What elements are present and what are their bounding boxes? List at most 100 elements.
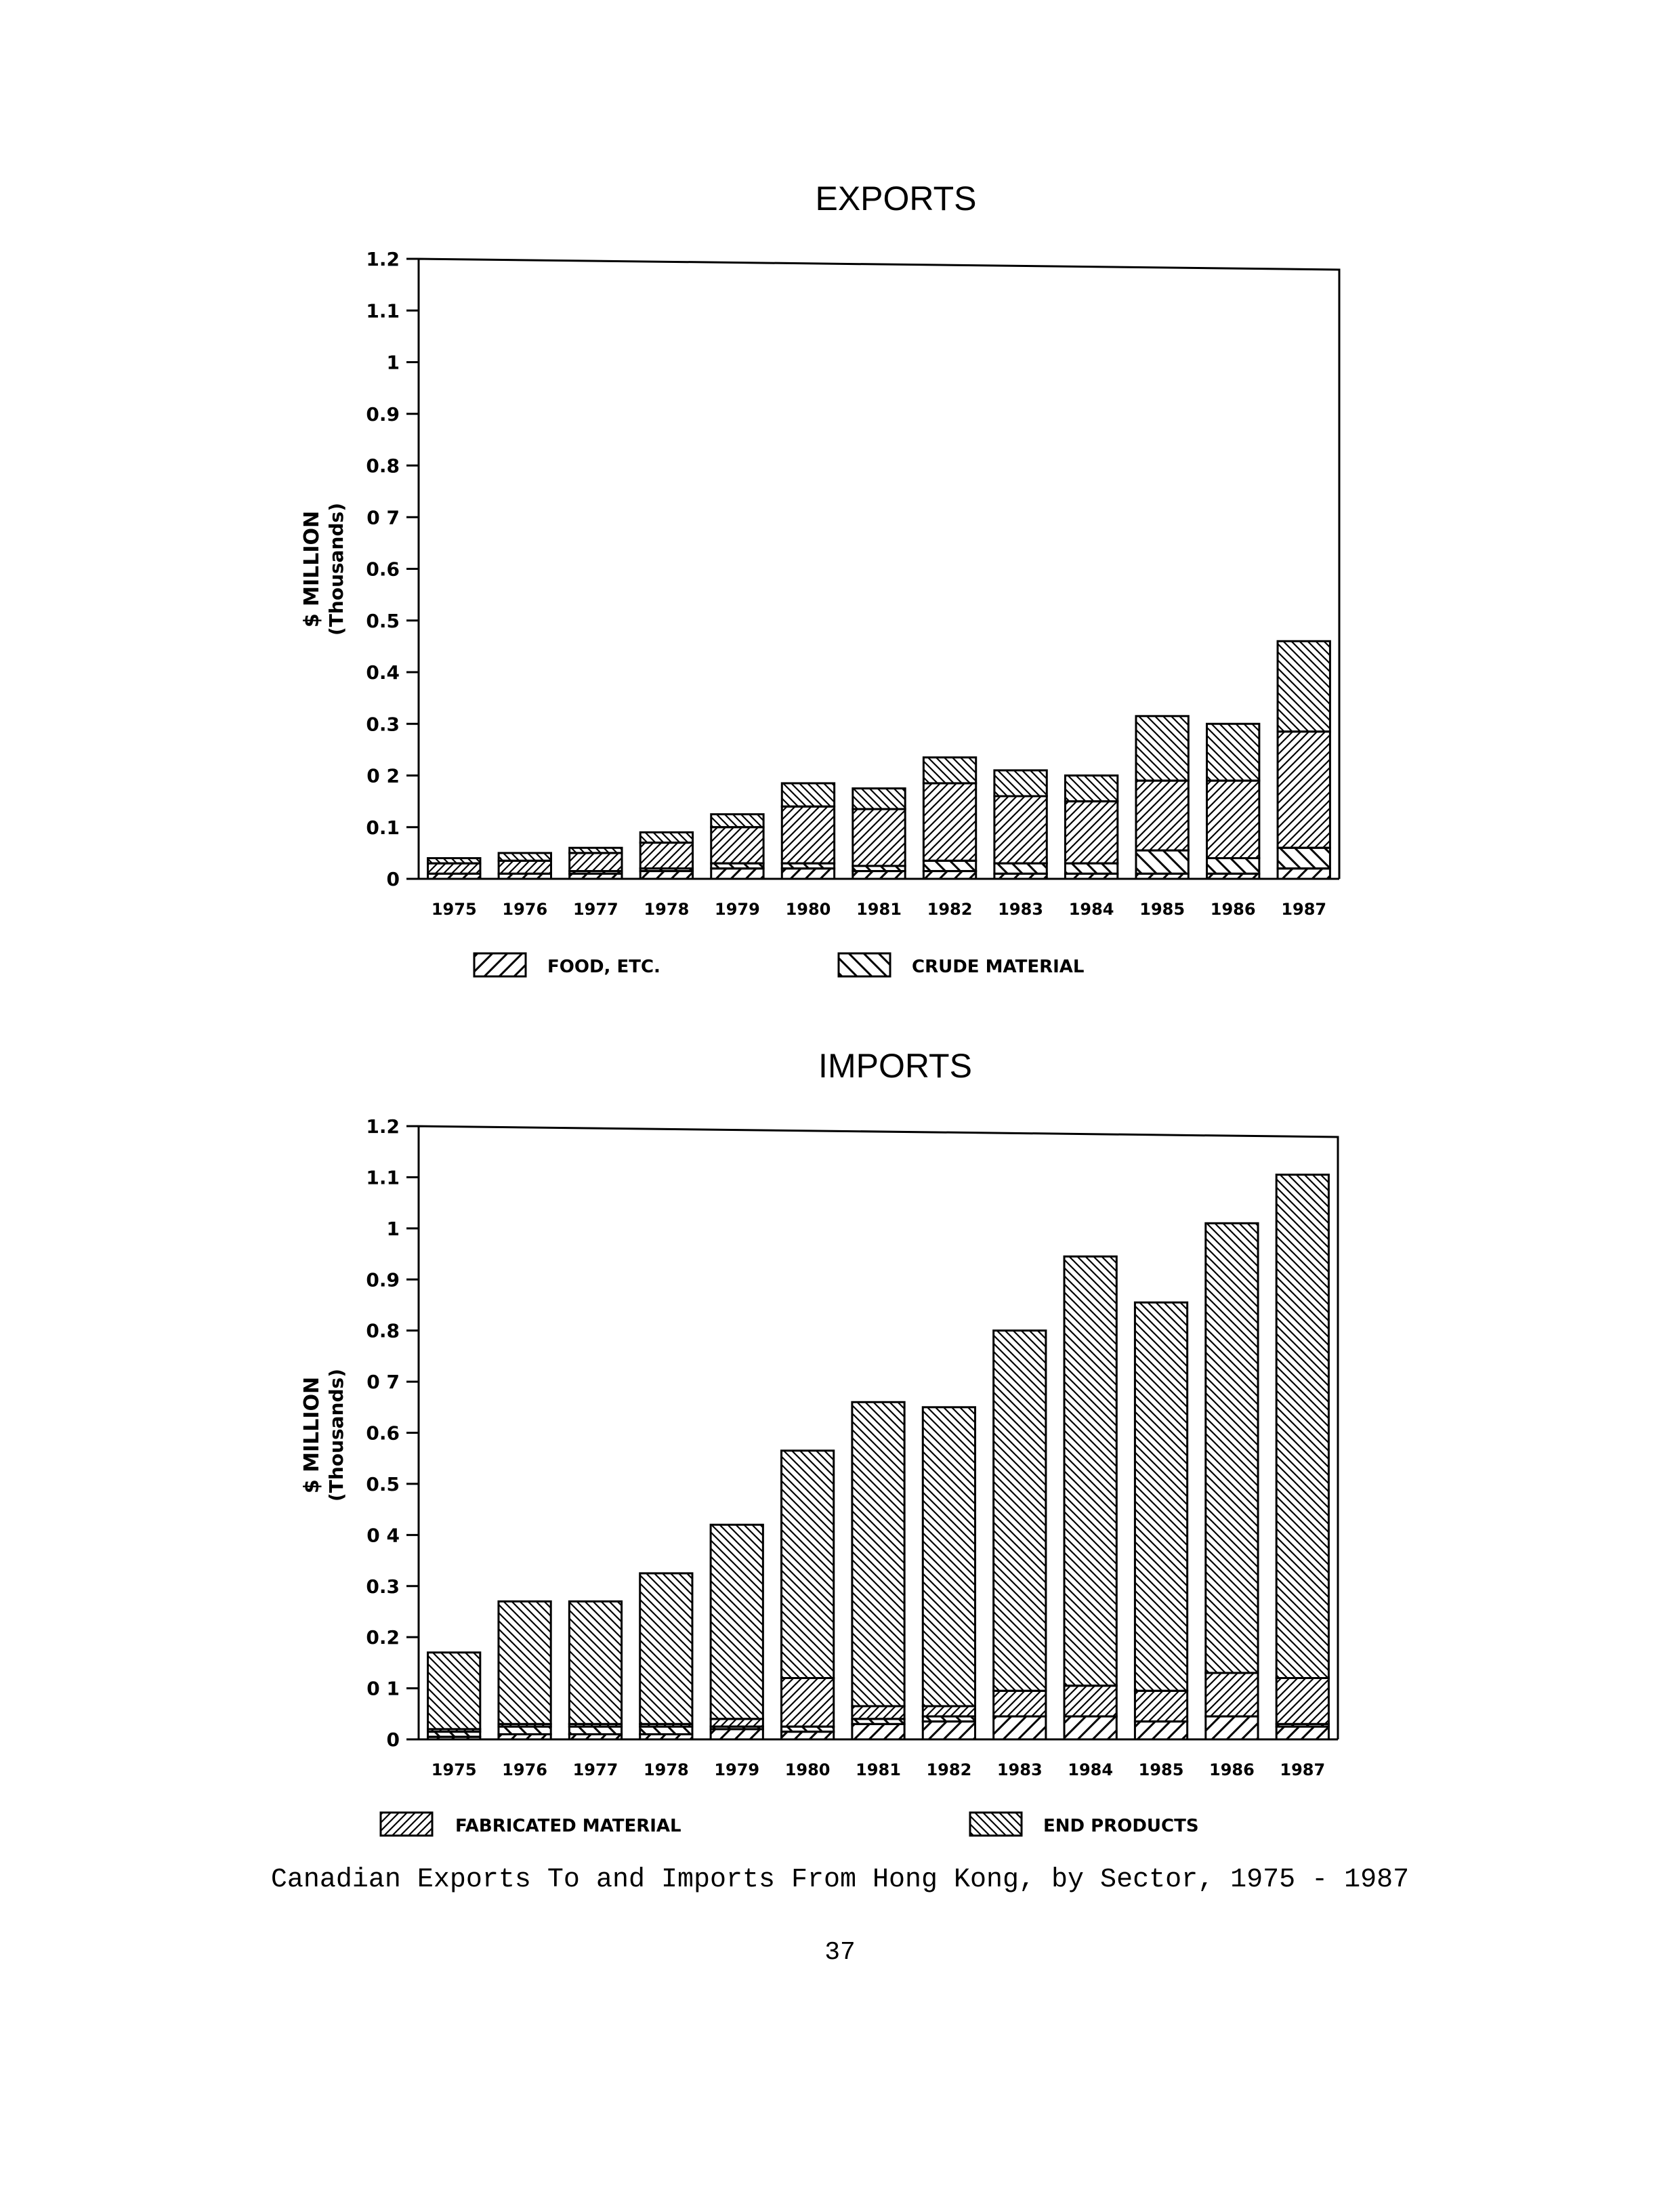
- y-axis-label: $ MILLION: [300, 511, 324, 627]
- x-tick-label: 1983: [998, 900, 1043, 919]
- bar-segment: [1135, 779, 1190, 852]
- y-tick-label: 0.6: [366, 558, 400, 581]
- bar-segment: [922, 859, 978, 873]
- bar-segment: [992, 1689, 1047, 1718]
- y-tick-label: 0.3: [366, 713, 400, 735]
- bar-segment: [852, 808, 906, 867]
- bar-segment: [427, 857, 482, 865]
- x-tick-label: 1985: [1139, 900, 1185, 919]
- y-tick-label: 1.2: [366, 1115, 400, 1138]
- bar-segment: [1063, 1255, 1118, 1687]
- bar-segment: [1064, 862, 1119, 875]
- bar-segment: [1275, 1174, 1330, 1680]
- bar-segment: [639, 870, 694, 880]
- x-tick-label: 1977: [573, 1760, 618, 1779]
- x-tick-label: 1987: [1280, 1760, 1325, 1779]
- bar-segment: [568, 846, 623, 854]
- legend-swatch: [969, 1811, 1023, 1837]
- y-axis-label: $ MILLION: [300, 1377, 324, 1493]
- bar-segment: [1206, 779, 1261, 859]
- x-tick-label: 1982: [926, 1760, 971, 1779]
- x-tick-label: 1979: [715, 900, 760, 919]
- x-tick-label: 1979: [714, 1760, 759, 1779]
- y-tick-label: 0.3: [366, 1575, 400, 1598]
- bar-segment: [1204, 1672, 1259, 1718]
- legend-label: FOOD, ETC.: [547, 957, 660, 977]
- bar-segment: [1206, 857, 1261, 875]
- bar-segment: [1133, 1689, 1189, 1723]
- y-tick-label: 1.2: [366, 248, 400, 270]
- bar-segment: [780, 1731, 835, 1741]
- exports-chart: EXPORTS $ MILLION (Thousands) 1.2 1.1 1 0.9 0.8…: [300, 180, 1341, 978]
- y-tick-label: 1.1: [366, 299, 400, 322]
- x-tick-label: 1977: [573, 900, 618, 919]
- y-tick-label: 1: [387, 1218, 400, 1240]
- bar-segment: [1275, 1677, 1330, 1725]
- bar-segment: [639, 842, 694, 870]
- bar-segment: [709, 1523, 764, 1720]
- bar-segment: [568, 852, 623, 873]
- bar-segment: [993, 862, 1048, 875]
- legend-label: CRUDE MATERIAL: [912, 957, 1084, 977]
- bar-segment: [851, 1705, 906, 1720]
- y-tick-label: 0 7: [366, 1371, 400, 1393]
- bar-segment: [922, 870, 978, 880]
- x-tick-label: 1984: [1069, 900, 1114, 919]
- bar-segment: [780, 1677, 835, 1728]
- bar-segment: [427, 1651, 482, 1731]
- x-tick-label: 1976: [502, 900, 547, 919]
- legend-swatch: [379, 1811, 434, 1837]
- x-tick-label: 1983: [997, 1760, 1043, 1779]
- bar-segment: [639, 831, 694, 844]
- bar-segment: [922, 756, 978, 785]
- bar-segment: [1063, 1684, 1118, 1718]
- bar-segment: [922, 782, 978, 862]
- bar-segment: [497, 1600, 552, 1725]
- plot-frame: [417, 257, 1341, 879]
- bar-segment: [1064, 774, 1119, 803]
- y-tick-label: 0 7: [366, 506, 400, 529]
- bar-segment: [1275, 1725, 1330, 1741]
- y-axis-sublabel: (Thousands): [325, 503, 348, 636]
- bar-segment: [1276, 867, 1331, 880]
- bar-segment: [1276, 730, 1331, 849]
- bar-segment: [852, 787, 906, 810]
- y-tick-label: 0 4: [366, 1524, 400, 1546]
- bar-segment: [568, 1725, 623, 1735]
- bar-segment: [497, 859, 552, 875]
- bar-segment: [710, 867, 765, 880]
- bar-segment: [780, 867, 836, 880]
- bar-segment: [1135, 715, 1190, 782]
- x-tick-label: 1981: [856, 900, 902, 919]
- chart-title: EXPORTS: [815, 180, 976, 218]
- bar-segment: [1064, 800, 1119, 865]
- bar-segment: [993, 769, 1048, 798]
- bar-segment: [1133, 1301, 1189, 1692]
- legend-swatch: [473, 952, 527, 978]
- y-tick-label: 0.5: [366, 610, 400, 632]
- x-tick-label: 1981: [856, 1760, 901, 1779]
- bar-segment: [1276, 846, 1331, 870]
- bar-segment: [992, 1329, 1047, 1692]
- y-tick-label: 0.8: [366, 455, 400, 477]
- chart-title: IMPORTS: [818, 1047, 972, 1085]
- x-tick-label: 1980: [785, 1760, 831, 1779]
- bar-segment: [921, 1406, 977, 1708]
- bar-segment: [1135, 849, 1190, 875]
- bar-segment: [780, 805, 836, 865]
- bar-segment: [568, 1600, 623, 1725]
- y-tick-label: 0.1: [366, 816, 400, 839]
- bar-segment: [921, 1705, 977, 1718]
- y-tick-label: 0: [387, 868, 400, 890]
- y-tick-label: 0.9: [366, 403, 400, 426]
- bar-segment: [780, 1449, 835, 1679]
- legend-swatch: [837, 952, 891, 978]
- bar-segment: [851, 1722, 906, 1741]
- imports-chart: IMPORTS $ MILLION (Thousands) 1.2 1.1 1 0.9 0.8…: [300, 1047, 1339, 1837]
- bar-segment: [709, 1718, 764, 1728]
- bar-segment: [639, 1725, 694, 1735]
- bar-segment: [427, 862, 482, 875]
- legend-label: END PRODUCTS: [1043, 1816, 1199, 1836]
- y-tick-label: 0.2: [366, 1626, 400, 1649]
- bar-segment: [1063, 1715, 1118, 1741]
